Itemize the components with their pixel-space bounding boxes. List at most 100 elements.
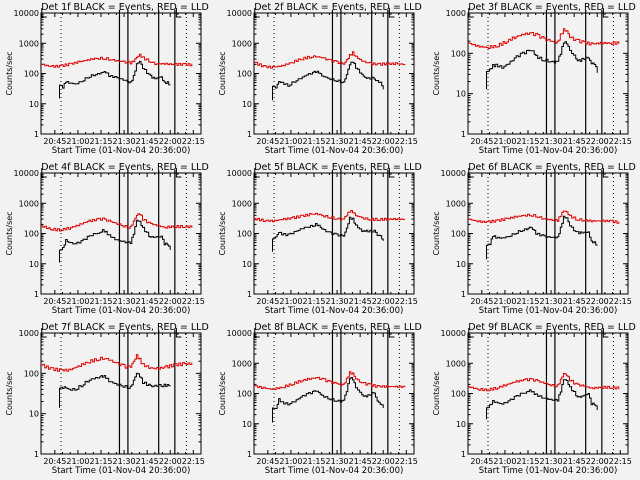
bracket-marker bbox=[254, 8, 260, 18]
y-axis-label: Counts/sec bbox=[5, 211, 14, 255]
x-tick-label: 22:00 bbox=[159, 137, 182, 146]
x-tick-label: 21:45 bbox=[136, 137, 159, 146]
y-tick-label: 100 bbox=[237, 70, 252, 79]
series-line-events bbox=[486, 41, 598, 90]
x-tick-label: 21:00 bbox=[493, 137, 516, 146]
y-axis-label: Counts/sec bbox=[5, 51, 14, 95]
series-line-lld bbox=[254, 51, 406, 69]
x-tick-label: 22:15 bbox=[395, 297, 418, 306]
bracket-marker bbox=[41, 168, 47, 178]
panel-det-1: Det 1f BLACK = Events, RED = LLD 1 10 100 10… bbox=[5, 2, 209, 156]
y-tick-label: 1 bbox=[34, 450, 39, 459]
x-tick-label: 21:00 bbox=[279, 297, 302, 306]
x-axis-label: Start Time (01-Nov-04 20:36:00) bbox=[265, 146, 404, 156]
bracket-marker bbox=[175, 328, 182, 338]
x-tick-label: 21:45 bbox=[563, 137, 586, 146]
y-tick-label: 10 bbox=[29, 260, 39, 269]
x-tick-label: 21:30 bbox=[540, 457, 563, 466]
bracket-marker bbox=[602, 168, 609, 178]
y-axis-label: Counts/sec bbox=[432, 371, 441, 415]
x-tick-label: 22:00 bbox=[586, 137, 609, 146]
x-tick-label: 21:45 bbox=[349, 457, 372, 466]
x-tick-label: 21:00 bbox=[493, 457, 516, 466]
x-tick-label: 21:15 bbox=[302, 457, 325, 466]
panel-title: Det 2f BLACK = Events, RED = LLD bbox=[254, 2, 422, 13]
bracket-marker bbox=[468, 168, 474, 178]
series-line-lld bbox=[41, 354, 193, 372]
x-axis-label: Start Time (01-Nov-04 20:36:00) bbox=[479, 306, 618, 316]
x-tick-label: 21:45 bbox=[349, 297, 372, 306]
x-tick-label: 22:15 bbox=[182, 297, 205, 306]
x-tick-label: 20:45 bbox=[256, 137, 279, 146]
x-axis-label: Start Time (01-Nov-04 20:36:00) bbox=[52, 466, 191, 476]
panel-det-7: Det 7f BLACK = Events, RED = LLD 1 10 100 10… bbox=[5, 322, 209, 476]
series-line-events bbox=[272, 61, 384, 101]
bracket-marker bbox=[388, 328, 395, 338]
plot-frame bbox=[253, 332, 415, 455]
y-tick-label: 1000 bbox=[446, 359, 466, 368]
panel-det-8: Det 8f BLACK = Events, RED = LLD 1 10 100 10… bbox=[218, 322, 422, 476]
y-tick-label: 10000 bbox=[227, 329, 252, 338]
x-tick-label: 21:00 bbox=[279, 137, 302, 146]
x-tick-label: 21:30 bbox=[326, 297, 349, 306]
y-tick-label: 1000 bbox=[19, 329, 39, 338]
y-tick-label: 1 bbox=[461, 130, 466, 139]
panel-det-9: Det 9f BLACK = Events, RED = LLD 1 10 100 10… bbox=[432, 322, 636, 476]
y-tick-label: 100 bbox=[24, 369, 39, 378]
x-tick-label: 21:45 bbox=[136, 457, 159, 466]
panel-title: Det 8f BLACK = Events, RED = LLD bbox=[254, 322, 422, 333]
series-line-events bbox=[59, 219, 171, 263]
x-tick-label: 21:15 bbox=[302, 137, 325, 146]
plot-frame bbox=[40, 332, 202, 455]
x-tick-label: 21:30 bbox=[540, 137, 563, 146]
x-tick-label: 21:15 bbox=[516, 457, 539, 466]
x-tick-label: 22:00 bbox=[372, 457, 395, 466]
x-tick-label: 22:00 bbox=[372, 297, 395, 306]
bracket-marker bbox=[602, 328, 609, 338]
plot-frame bbox=[467, 172, 629, 295]
y-tick-label: 1 bbox=[247, 130, 252, 139]
x-tick-label: 21:00 bbox=[66, 297, 89, 306]
x-tick-label: 21:00 bbox=[493, 297, 516, 306]
y-tick-label: 1000 bbox=[446, 9, 466, 18]
y-tick-label: 100 bbox=[237, 230, 252, 239]
x-tick-label: 22:00 bbox=[586, 457, 609, 466]
series-line-events bbox=[59, 372, 171, 408]
panel-title: Det 4f BLACK = Events, RED = LLD bbox=[41, 162, 209, 173]
series-line-lld bbox=[468, 373, 620, 392]
y-tick-label: 1000 bbox=[232, 199, 252, 208]
series-line-events bbox=[272, 216, 384, 252]
series-line-lld bbox=[468, 28, 620, 49]
bracket-marker bbox=[41, 328, 47, 338]
y-tick-label: 1000 bbox=[19, 39, 39, 48]
bracket-marker bbox=[468, 8, 474, 18]
x-tick-label: 20:45 bbox=[256, 297, 279, 306]
x-tick-label: 21:00 bbox=[66, 457, 89, 466]
bracket-marker bbox=[254, 328, 260, 338]
x-axis-label: Start Time (01-Nov-04 20:36:00) bbox=[265, 306, 404, 316]
panel-det-4: Det 4f BLACK = Events, RED = LLD 1 10 100 10… bbox=[5, 162, 209, 316]
y-tick-label: 1 bbox=[34, 130, 39, 139]
x-tick-label: 21:15 bbox=[89, 457, 112, 466]
y-axis-label: Counts/sec bbox=[432, 51, 441, 95]
series-line-lld bbox=[254, 210, 406, 223]
series-line-events bbox=[59, 60, 171, 99]
y-tick-label: 10000 bbox=[227, 9, 252, 18]
panel-title: Det 9f BLACK = Events, RED = LLD bbox=[468, 322, 636, 333]
x-tick-label: 22:15 bbox=[609, 297, 632, 306]
x-tick-label: 22:00 bbox=[159, 457, 182, 466]
y-tick-label: 10 bbox=[456, 420, 466, 429]
y-tick-label: 10 bbox=[456, 90, 466, 99]
x-axis-label: Start Time (01-Nov-04 20:36:00) bbox=[52, 306, 191, 316]
y-tick-label: 10 bbox=[29, 410, 39, 419]
x-tick-label: 21:00 bbox=[279, 457, 302, 466]
y-tick-label: 1000 bbox=[232, 359, 252, 368]
bracket-marker bbox=[388, 168, 395, 178]
y-axis-label: Counts/sec bbox=[218, 371, 227, 415]
x-tick-label: 21:30 bbox=[113, 137, 136, 146]
y-tick-label: 1 bbox=[247, 290, 252, 299]
panel-det-6: Det 6f BLACK = Events, RED = LLD 1 10 100 10… bbox=[432, 162, 636, 316]
series-line-lld bbox=[468, 210, 620, 224]
x-tick-label: 21:30 bbox=[113, 457, 136, 466]
x-tick-label: 22:15 bbox=[609, 137, 632, 146]
